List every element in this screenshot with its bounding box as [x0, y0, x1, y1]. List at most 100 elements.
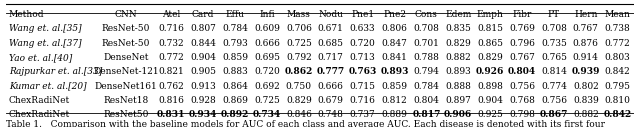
Text: 0.913: 0.913 — [190, 82, 216, 91]
Text: Wang et. al.[37]: Wang et. al.[37] — [9, 39, 81, 48]
Text: CNN: CNN — [115, 10, 137, 19]
Text: 0.893: 0.893 — [380, 67, 409, 76]
Text: 0.835: 0.835 — [445, 24, 471, 33]
Text: 0.767: 0.767 — [509, 53, 535, 62]
Text: DenseNet-121: DenseNet-121 — [93, 67, 159, 76]
Text: 0.725: 0.725 — [286, 39, 312, 48]
Text: 0.750: 0.750 — [286, 82, 312, 91]
Text: Method: Method — [9, 10, 44, 19]
Text: 0.795: 0.795 — [605, 82, 630, 91]
Text: Atel: Atel — [162, 10, 180, 19]
Text: Fibr: Fibr — [513, 10, 532, 19]
Text: 0.692: 0.692 — [254, 82, 280, 91]
Text: 0.798: 0.798 — [509, 110, 535, 119]
Text: Rajpurkar et. al.[33]: Rajpurkar et. al.[33] — [9, 67, 102, 76]
Text: 0.897: 0.897 — [445, 96, 471, 105]
Text: PT: PT — [548, 10, 560, 19]
Text: 0.842: 0.842 — [604, 110, 632, 119]
Text: 0.708: 0.708 — [413, 24, 439, 33]
Text: 0.882: 0.882 — [445, 53, 471, 62]
Text: 0.815: 0.815 — [477, 24, 503, 33]
Text: 0.794: 0.794 — [413, 67, 439, 76]
Text: 0.864: 0.864 — [222, 82, 248, 91]
Text: 0.829: 0.829 — [477, 53, 503, 62]
Text: Yao et. al.[40]: Yao et. al.[40] — [9, 53, 72, 62]
Text: 0.763: 0.763 — [348, 67, 377, 76]
Text: 0.847: 0.847 — [381, 39, 408, 48]
Text: 0.839: 0.839 — [573, 96, 598, 105]
Text: DenseNet161: DenseNet161 — [95, 82, 157, 91]
Text: 0.859: 0.859 — [222, 53, 248, 62]
Text: 0.762: 0.762 — [159, 82, 184, 91]
Text: 0.756: 0.756 — [541, 96, 567, 105]
Text: 0.862: 0.862 — [285, 67, 313, 76]
Text: 0.844: 0.844 — [190, 39, 216, 48]
Text: 0.814: 0.814 — [541, 67, 567, 76]
Text: 0.679: 0.679 — [318, 96, 344, 105]
Text: Kumar et. al.[20]: Kumar et. al.[20] — [9, 82, 86, 91]
Text: 0.716: 0.716 — [349, 96, 376, 105]
Text: 0.888: 0.888 — [445, 82, 471, 91]
Text: 0.817: 0.817 — [412, 110, 440, 119]
Text: 0.695: 0.695 — [254, 53, 280, 62]
Text: 0.737: 0.737 — [349, 110, 376, 119]
Text: 0.713: 0.713 — [349, 53, 376, 62]
Text: 0.831: 0.831 — [157, 110, 186, 119]
Text: 0.804: 0.804 — [508, 67, 536, 76]
Text: 0.768: 0.768 — [509, 96, 535, 105]
Text: 0.893: 0.893 — [445, 67, 471, 76]
Text: ResNet-50: ResNet-50 — [102, 39, 150, 48]
Text: 0.701: 0.701 — [413, 39, 439, 48]
Text: Nodu: Nodu — [318, 10, 343, 19]
Text: ResNet50: ResNet50 — [103, 110, 148, 119]
Text: 0.889: 0.889 — [381, 110, 408, 119]
Text: 0.807: 0.807 — [190, 24, 216, 33]
Text: 0.769: 0.769 — [509, 24, 535, 33]
Text: 0.793: 0.793 — [222, 39, 248, 48]
Text: 0.784: 0.784 — [222, 24, 248, 33]
Text: ChexRadiNet: ChexRadiNet — [9, 96, 70, 105]
Text: 0.842: 0.842 — [605, 67, 630, 76]
Text: Effu: Effu — [225, 10, 244, 19]
Text: 0.892: 0.892 — [221, 110, 249, 119]
Text: 0.633: 0.633 — [350, 24, 376, 33]
Text: ChexRadiNet: ChexRadiNet — [9, 110, 70, 119]
Text: 0.720: 0.720 — [254, 67, 280, 76]
Text: Emph: Emph — [477, 10, 504, 19]
Text: Table 1.   Comparison with the baseline models for AUC of each class and average: Table 1. Comparison with the baseline mo… — [6, 120, 622, 127]
Text: 0.882: 0.882 — [573, 110, 598, 119]
Text: 0.876: 0.876 — [573, 39, 598, 48]
Text: Card: Card — [192, 10, 214, 19]
Text: 0.841: 0.841 — [381, 53, 408, 62]
Text: ResNet-50: ResNet-50 — [102, 24, 150, 33]
Text: 0.806: 0.806 — [381, 24, 408, 33]
Text: 0.810: 0.810 — [605, 96, 630, 105]
Text: 0.914: 0.914 — [573, 53, 598, 62]
Text: 0.609: 0.609 — [254, 24, 280, 33]
Text: 0.735: 0.735 — [541, 39, 567, 48]
Text: 0.666: 0.666 — [318, 82, 344, 91]
Text: 0.829: 0.829 — [286, 96, 312, 105]
Text: 0.905: 0.905 — [190, 67, 216, 76]
Text: 0.717: 0.717 — [318, 53, 344, 62]
Text: 0.804: 0.804 — [413, 96, 439, 105]
Text: ResNet18: ResNet18 — [103, 96, 148, 105]
Text: 0.867: 0.867 — [540, 110, 568, 119]
Text: 0.865: 0.865 — [477, 39, 503, 48]
Text: 0.934: 0.934 — [189, 110, 218, 119]
Text: 0.716: 0.716 — [158, 24, 184, 33]
Text: 0.774: 0.774 — [541, 82, 567, 91]
Text: 0.792: 0.792 — [286, 53, 312, 62]
Text: 0.812: 0.812 — [381, 96, 407, 105]
Text: 0.734: 0.734 — [253, 110, 281, 119]
Text: 0.829: 0.829 — [445, 39, 471, 48]
Text: 0.715: 0.715 — [349, 82, 376, 91]
Text: 0.926: 0.926 — [476, 67, 504, 76]
Text: Pne1: Pne1 — [351, 10, 374, 19]
Text: 0.748: 0.748 — [318, 110, 344, 119]
Text: 0.898: 0.898 — [477, 82, 503, 91]
Text: Edem: Edem — [445, 10, 472, 19]
Text: 0.803: 0.803 — [605, 53, 630, 62]
Text: DenseNet: DenseNet — [103, 53, 148, 62]
Text: 0.796: 0.796 — [509, 39, 535, 48]
